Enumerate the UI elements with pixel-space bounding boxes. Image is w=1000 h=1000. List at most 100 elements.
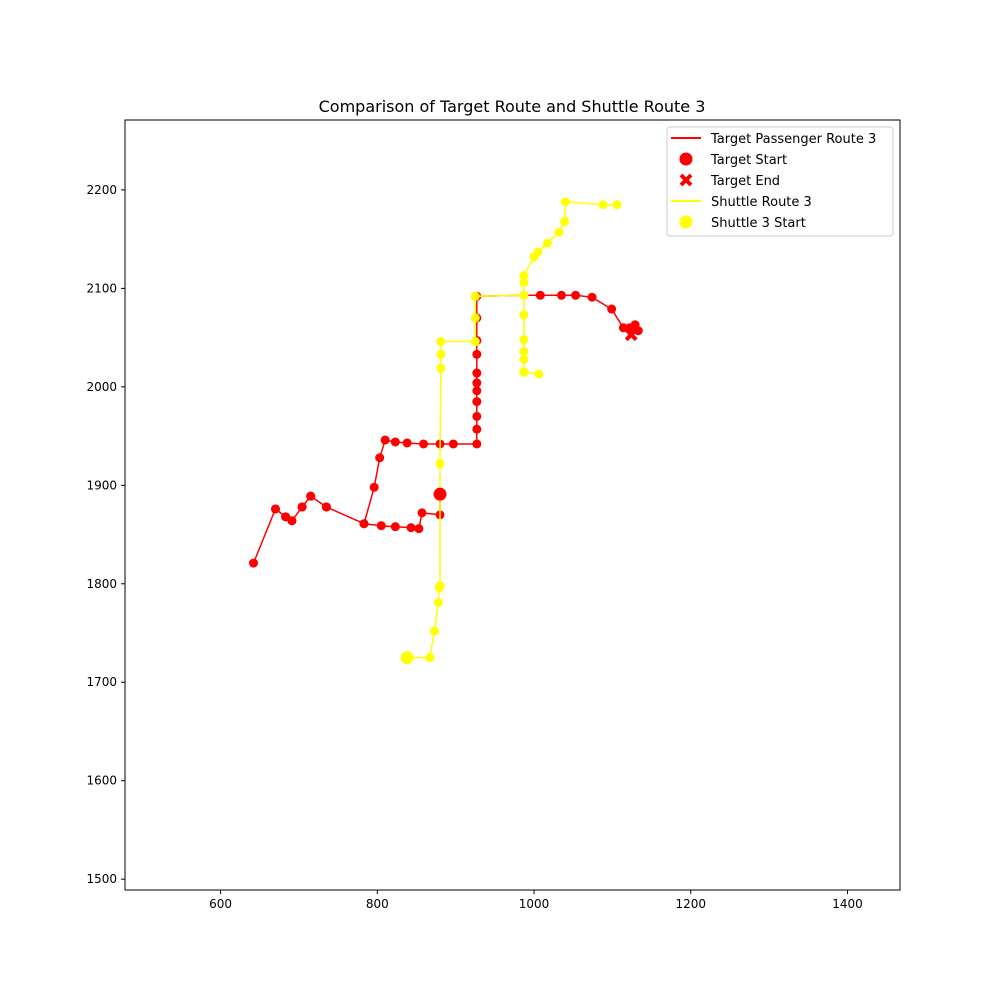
- target-route-point: [633, 326, 643, 336]
- shuttle-route-point: [430, 626, 440, 636]
- plot-area: [249, 197, 643, 665]
- legend-label: Target Passenger Route 3: [710, 132, 876, 147]
- target-route-point: [417, 508, 427, 518]
- x-tick-label: 1400: [832, 897, 863, 911]
- x-tick-label: 1000: [519, 897, 550, 911]
- y-tick-label: 1800: [86, 577, 117, 591]
- target-route-point: [472, 424, 482, 434]
- target-route-point: [406, 523, 416, 533]
- axes-ticks: 600 800 1000 1200 1400 1500 1600 1700 1800 1900 20…: [86, 183, 862, 911]
- legend-label: Target Start: [710, 153, 787, 168]
- shuttle-route-point: [560, 197, 570, 207]
- target-route-point: [321, 502, 331, 512]
- target-route-point: [472, 378, 482, 388]
- axes-frame: [124, 119, 901, 891]
- y-tick-label: 1600: [86, 774, 117, 788]
- shuttle-route-point: [470, 313, 480, 323]
- shuttle-route-point: [436, 349, 446, 359]
- target-route-point: [535, 290, 545, 300]
- shuttle-route-point: [542, 238, 552, 248]
- target-route-point: [414, 524, 424, 534]
- y-tick-label: 2200: [86, 183, 117, 197]
- shuttle-route-point: [470, 291, 480, 301]
- legend-label: Target End: [710, 174, 780, 189]
- shuttle-route-point: [519, 290, 529, 300]
- legend-circle-swatch: [679, 215, 693, 229]
- target-route-point: [472, 368, 482, 378]
- shuttle-route-point: [612, 200, 622, 210]
- y-tick-label: 1700: [86, 675, 117, 689]
- series-shuttle-route: [402, 197, 622, 663]
- shuttle-route-point: [435, 459, 445, 469]
- legend-entry: Target End: [679, 173, 780, 189]
- shuttle-route-point: [519, 277, 529, 287]
- target-route-point: [390, 522, 400, 532]
- target-route-point: [376, 521, 386, 531]
- shuttle-route-point: [534, 369, 544, 379]
- target-route-point: [390, 437, 400, 447]
- target-end-stroke: [624, 328, 638, 342]
- shuttle-route-point: [554, 227, 564, 237]
- shuttle-route-point: [470, 337, 480, 347]
- target-start-marker: [433, 487, 447, 501]
- shuttle-route-point: [435, 581, 445, 591]
- shuttle-route-point: [519, 354, 529, 364]
- y-tick-label: 1500: [86, 872, 117, 886]
- target-route-point: [587, 292, 597, 302]
- target-route-point: [402, 438, 412, 448]
- x-tick-label: 800: [366, 897, 389, 911]
- target-route-point: [287, 516, 297, 526]
- y-tick-label: 1900: [86, 478, 117, 492]
- legend-circle-swatch: [679, 152, 693, 166]
- legend-entry: Target Passenger Route 3: [671, 132, 876, 147]
- target-route-point: [472, 386, 482, 396]
- shuttle-route-point: [433, 597, 443, 607]
- target-end-marker: [624, 328, 638, 342]
- target-route-point: [472, 397, 482, 407]
- shuttle-route-point: [533, 247, 543, 257]
- target-route-point: [380, 435, 390, 445]
- y-tick-label: 2000: [86, 380, 117, 394]
- shuttle-route-point: [598, 200, 608, 210]
- shuttle-route-point: [425, 653, 435, 663]
- target-route-point: [571, 290, 581, 300]
- target-route-point: [270, 504, 280, 514]
- legend: Target Passenger Route 3 Target Start Targ…: [666, 126, 894, 237]
- target-route-point: [448, 439, 458, 449]
- chart-title: Comparison of Target Route and Shuttle R…: [319, 97, 706, 116]
- target-route-point: [472, 349, 482, 359]
- shuttle-route-point: [436, 363, 446, 373]
- shuttle-route-point: [519, 335, 529, 345]
- shuttle-start-marker: [400, 651, 414, 665]
- shuttle-route-point: [519, 346, 529, 356]
- shuttle-route-point: [519, 271, 529, 281]
- target-route-point: [375, 453, 385, 463]
- shuttle-route-point: [519, 367, 529, 377]
- legend-x-swatch: [679, 173, 693, 187]
- legend-label: Shuttle Route 3: [711, 195, 812, 210]
- target-route-point: [359, 519, 369, 529]
- legend-entry: Shuttle 3 Start: [679, 215, 806, 231]
- target-route-point: [607, 304, 617, 314]
- target-route-point: [306, 491, 316, 501]
- target-route-point: [618, 323, 628, 333]
- x-tick-label: 1200: [676, 897, 707, 911]
- legend-entry: Target Start: [679, 152, 787, 168]
- legend-entry: Shuttle Route 3: [671, 195, 812, 210]
- legend-box: [666, 126, 894, 237]
- target-route-point: [556, 290, 566, 300]
- target-route-point: [297, 502, 307, 512]
- target-route-point: [419, 439, 429, 449]
- target-route-point: [369, 482, 379, 492]
- target-route-point: [249, 558, 259, 568]
- shuttle-route-point: [519, 310, 529, 320]
- shuttle-route-point: [436, 337, 446, 347]
- target-route-point: [472, 411, 482, 421]
- shuttle-route-point: [560, 216, 570, 226]
- legend-label: Shuttle 3 Start: [711, 216, 806, 231]
- y-tick-label: 2100: [86, 281, 117, 295]
- x-tick-label: 600: [209, 897, 232, 911]
- target-route-point: [472, 439, 482, 449]
